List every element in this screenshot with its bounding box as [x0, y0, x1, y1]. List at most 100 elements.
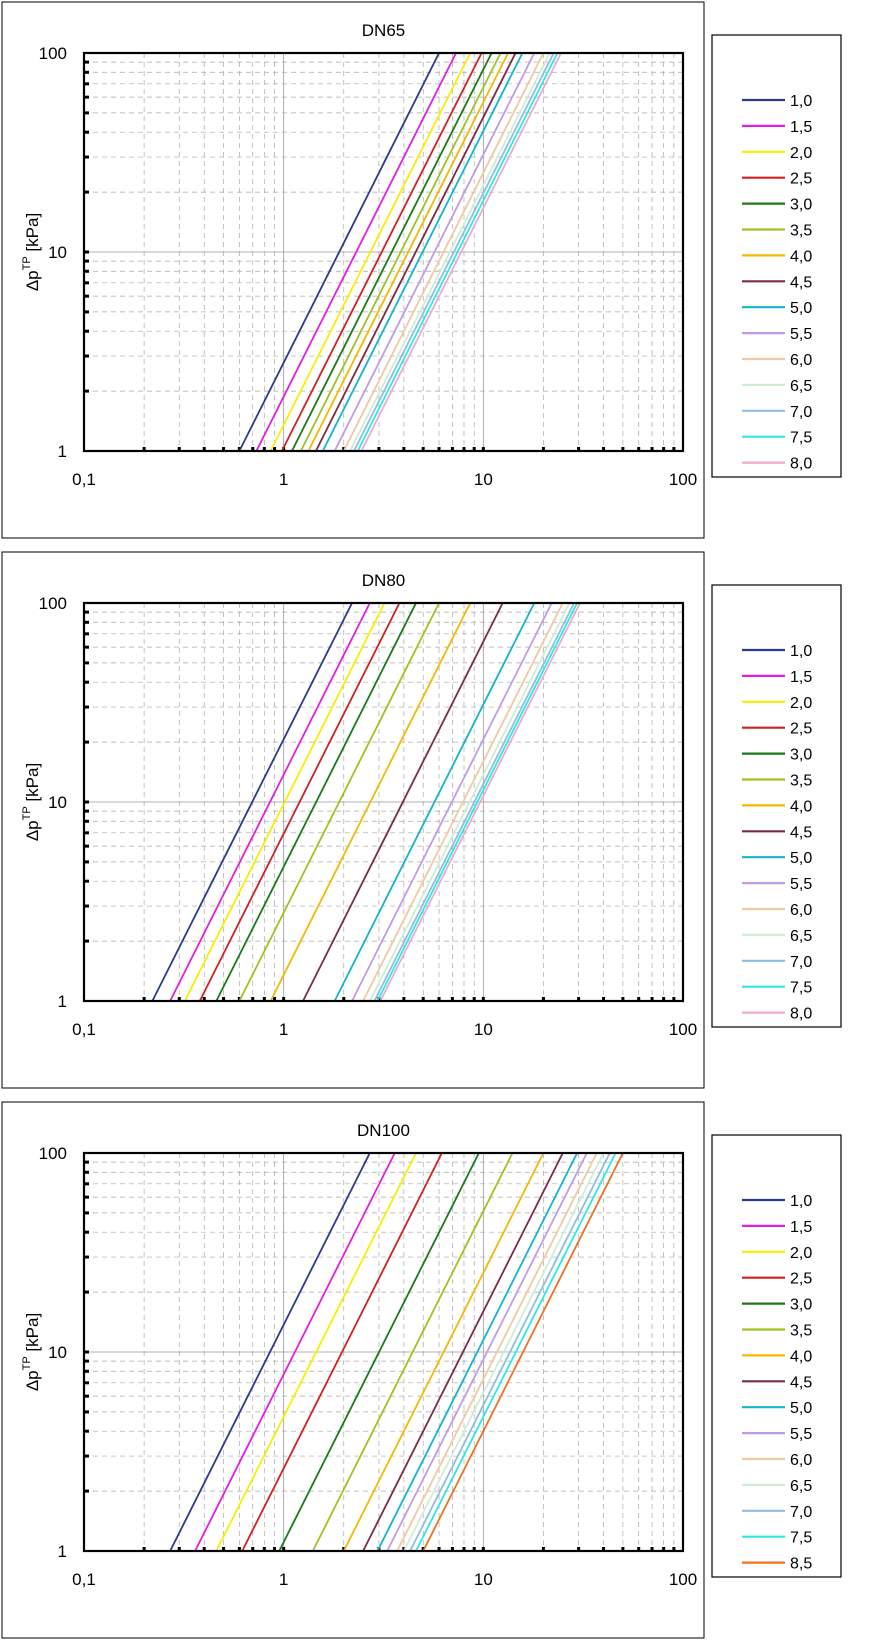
legend-label: 2,0 — [790, 1245, 812, 1262]
series-line — [362, 1152, 564, 1552]
x-tick-label: 1 — [279, 470, 288, 489]
x-tick-label: 10 — [474, 1570, 493, 1589]
y-axis-label-symbol: Δp — [23, 820, 42, 841]
series-line — [386, 1152, 588, 1552]
series-line — [300, 52, 502, 452]
legend-label: 4,5 — [790, 274, 812, 291]
series-line — [315, 52, 517, 452]
legend-label: 6,0 — [790, 902, 812, 919]
series-line — [321, 52, 524, 452]
legend-label: 4,0 — [790, 248, 812, 265]
series-line — [333, 602, 536, 1002]
series-line — [396, 1152, 598, 1552]
series-line — [379, 602, 581, 1002]
series-line — [238, 602, 440, 1002]
series-line — [333, 52, 536, 452]
legend-label: 7,0 — [790, 1504, 812, 1521]
chart-svg: DN100 0,1 1 10 100 1 10 100 ΔpTP [kPa] 1,0 1,5 2,0 2… — [1, 1101, 842, 1639]
y-axis-label: ΔpTP [kPa] — [21, 213, 42, 291]
series-line — [360, 52, 562, 452]
legend-label: 7,5 — [790, 1530, 812, 1547]
x-tick-label: 0,1 — [72, 470, 96, 489]
series-line — [291, 52, 493, 452]
series-group — [169, 1152, 624, 1552]
chart-panel-dn100: DN100 0,1 1 10 100 1 10 100 ΔpTP [kPa] 1,0 1,5 2,0 2… — [0, 1100, 883, 1648]
chart-title: DN65 — [362, 21, 405, 40]
y-axis-label-superscript: TP — [21, 806, 33, 820]
legend-label: 4,0 — [790, 1348, 812, 1365]
series-line — [307, 52, 509, 452]
legend: 1,0 1,5 2,0 2,5 3,0 3,5 4,0 4,5 5,0 5,5 6,0 6,5 7,0 7… — [711, 584, 842, 1028]
legend-label: 4,0 — [790, 798, 812, 815]
legend-label: 3,0 — [790, 197, 812, 214]
series-line — [376, 602, 578, 1002]
series-line — [151, 602, 353, 1002]
legend: 1,0 1,5 2,0 2,5 3,0 3,5 4,0 4,5 5,0 5,5 6,0 6,5 7,0 7… — [711, 34, 842, 478]
chart-svg: DN80 0,1 1 10 100 1 10 100 ΔpTP [kPa] 1,0 1,5 2,0 2,… — [1, 551, 842, 1089]
legend-label: 5,5 — [790, 326, 812, 343]
legend-label: 8,0 — [790, 456, 812, 473]
series-line — [342, 52, 545, 452]
chart-title: DN80 — [362, 571, 405, 590]
x-tick-label: 100 — [669, 470, 697, 489]
chart-svg: DN65 0,1 1 10 100 1 10 100 ΔpTP [kPa] 1,0 1,5 2,0 2,… — [1, 1, 842, 539]
legend-label: 1,0 — [790, 93, 812, 110]
chart-panel-dn65: DN65 0,1 1 10 100 1 10 100 ΔpTP [kPa] 1,0 1,5 2,0 2,… — [0, 0, 883, 548]
legend-label: 3,5 — [790, 1323, 812, 1340]
y-tick-label: 100 — [39, 594, 67, 613]
y-tick-label: 1 — [58, 992, 67, 1011]
legend-label: 3,5 — [790, 773, 812, 790]
legend-label: 6,0 — [790, 1452, 812, 1469]
legend-label: 8,0 — [790, 1006, 812, 1023]
series-line — [215, 602, 417, 1002]
legend-label: 4,5 — [790, 1374, 812, 1391]
chart-panel-dn80: DN80 0,1 1 10 100 1 10 100 ΔpTP [kPa] 1,0 1,5 2,0 2,… — [0, 550, 883, 1098]
legend-label: 2,0 — [790, 145, 812, 162]
series-line — [194, 1152, 396, 1552]
legend-label: 1,0 — [790, 1193, 812, 1210]
x-tick-label: 10 — [474, 1020, 493, 1039]
legend-label: 5,0 — [790, 1400, 812, 1417]
legend-label: 3,0 — [790, 1297, 812, 1314]
series-line — [269, 52, 472, 452]
legend-label: 6,5 — [790, 378, 812, 395]
legend-label: 2,5 — [790, 721, 812, 738]
series-line — [349, 52, 551, 452]
legend-label: 5,5 — [790, 1426, 812, 1443]
series-line — [353, 52, 555, 452]
legend-label: 3,0 — [790, 747, 812, 764]
series-line — [215, 1152, 417, 1552]
grid — [84, 1153, 683, 1551]
series-line — [351, 602, 553, 1002]
series-line — [373, 602, 575, 1002]
legend-label: 1,5 — [790, 1219, 812, 1236]
y-axis-label: ΔpTP [kPa] — [21, 1313, 42, 1391]
y-axis-label-symbol: Δp — [23, 1370, 42, 1391]
series-line — [403, 1152, 605, 1552]
y-tick-label: 10 — [48, 243, 67, 262]
series-line — [278, 1152, 480, 1552]
series-line — [422, 1152, 624, 1552]
series-line — [184, 602, 386, 1002]
series-line — [368, 602, 571, 1002]
legend-label: 2,5 — [790, 171, 812, 188]
legend-label: 6,5 — [790, 1478, 812, 1495]
x-tick-label: 100 — [669, 1570, 697, 1589]
x-tick-label: 1 — [279, 1020, 288, 1039]
legend-label: 2,0 — [790, 695, 812, 712]
x-tick-label: 10 — [474, 470, 493, 489]
y-tick-label: 100 — [39, 44, 67, 63]
series-line — [281, 52, 483, 452]
series-line — [169, 1152, 371, 1552]
series-line — [415, 1152, 617, 1552]
series-line — [409, 1152, 611, 1552]
y-axis-label-symbol: Δp — [23, 270, 42, 291]
x-tick-label: 1 — [279, 1570, 288, 1589]
y-tick-label: 1 — [58, 442, 67, 461]
legend-label: 1,5 — [790, 119, 812, 136]
legend-label: 8,5 — [790, 1556, 812, 1573]
series-group — [151, 602, 581, 1002]
x-tick-label: 100 — [669, 1020, 697, 1039]
legend-label: 4,5 — [790, 824, 812, 841]
chart-title: DN100 — [357, 1121, 410, 1140]
